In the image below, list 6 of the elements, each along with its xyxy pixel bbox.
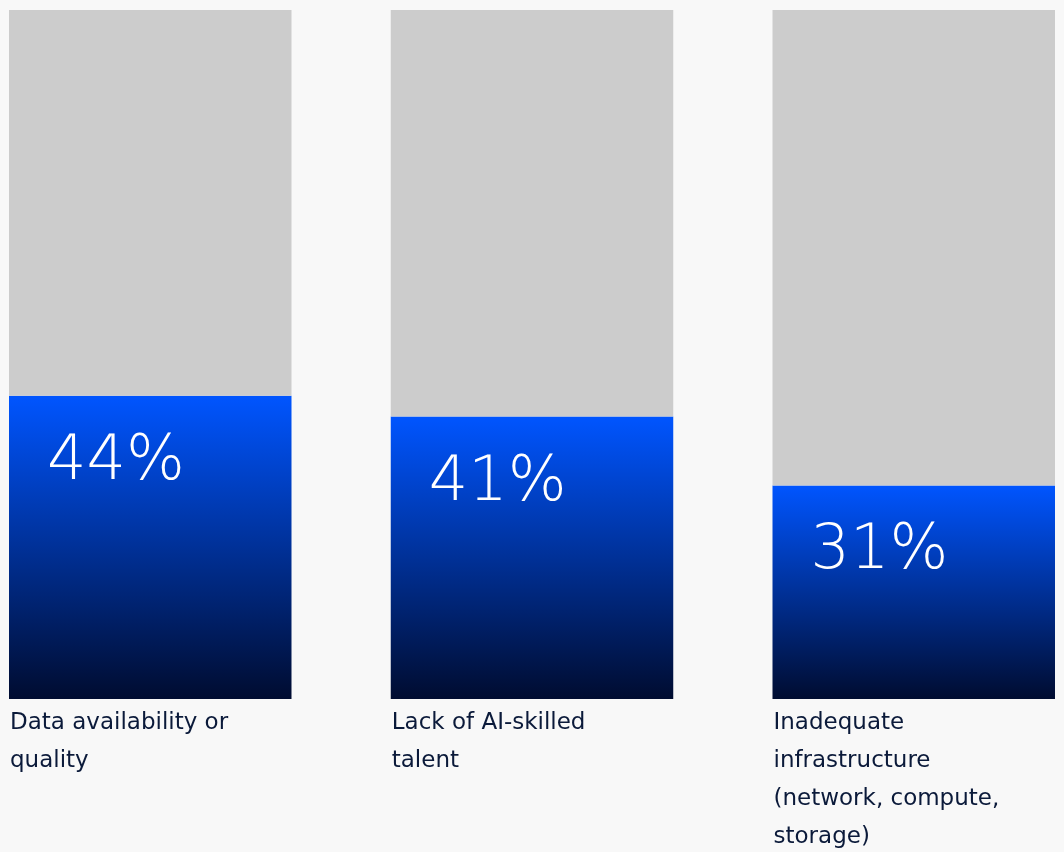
data-label: 31% (810, 510, 949, 584)
x-tick-label: Data availability or quality (10, 708, 229, 772)
x-tick-label: Lack of AI-skilled talent (391, 708, 586, 772)
data-label: 41% (428, 441, 567, 515)
data-label: 44% (47, 420, 185, 494)
x-tick-label: Inadequate infrastructure (network, compute, storage) (773, 708, 1000, 848)
